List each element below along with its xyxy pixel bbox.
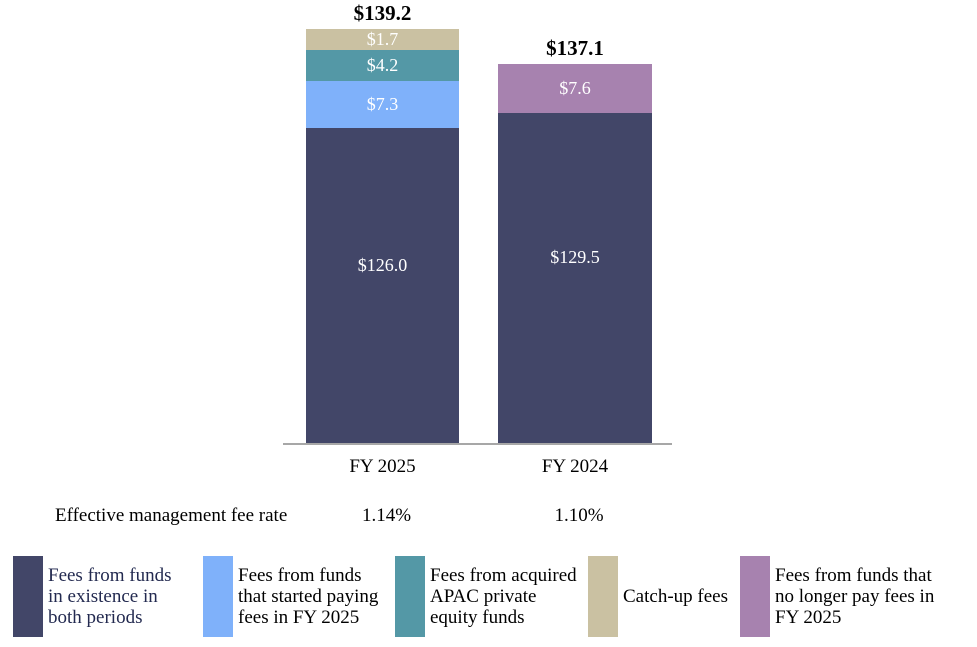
fy-2024-segment-fees-from-funds-that: $7.6 (498, 64, 652, 113)
fy-2024-segment-fees-from-funds-in: $129.5 (498, 113, 652, 444)
category-label-fy-2025: FY 2025 (349, 456, 416, 477)
legend-item-fees-from-acquired: Fees from acquired APAC private equity fun… (395, 556, 577, 637)
category-label-fy-2024: FY 2024 (541, 456, 609, 477)
fee-rate-value-fy-2025: 1.14% (361, 505, 412, 526)
legend-item-fees-from-funds: Fees from funds that started paying fees i… (203, 556, 378, 637)
fy-2025-segment-catch-up-fees: $1.7 (306, 29, 459, 50)
legend-item-fees-from-funds: Fees from funds that no longer pay fees i… (740, 556, 934, 637)
legend-swatch-color-chip (13, 556, 43, 637)
legend-label: Fees from acquired APAC private equity fun… (430, 565, 577, 628)
legend-label: Fees from funds that started paying fees i… (238, 565, 379, 628)
legend-item-fees-from-funds: Fees from funds in existence in both perio… (13, 556, 171, 637)
fy-2025-segment-fees-from-funds-in: $126.0 (306, 128, 459, 444)
fy-2025-segment-fees-from-acquired-apac: $4.2 (306, 50, 459, 81)
legend-swatch-color-chip (203, 556, 233, 637)
fy-2025-segment-fees-from-funds-that: $7.3 (306, 81, 459, 128)
total-label-fy-2024: $137.1 (546, 36, 604, 60)
x-axis-line (283, 443, 672, 445)
legend-swatch-color-chip (588, 556, 618, 637)
total-label-fy-2025: $139.2 (353, 1, 412, 25)
legend-label: Catch-up fees (623, 586, 728, 607)
legend-swatch-color-chip (740, 556, 770, 637)
fee-rate-row-label: Effective management fee rate (55, 505, 288, 526)
legend-item-catch-up-fees: Catch-up fees (588, 556, 728, 637)
legend-label: Fees from funds in existence in both perio… (48, 565, 172, 628)
legend-label: Fees from funds that no longer pay fees i… (775, 565, 935, 628)
legend-swatch-color-chip (395, 556, 425, 637)
fee-rate-value-fy-2024: 1.10% (554, 505, 604, 526)
